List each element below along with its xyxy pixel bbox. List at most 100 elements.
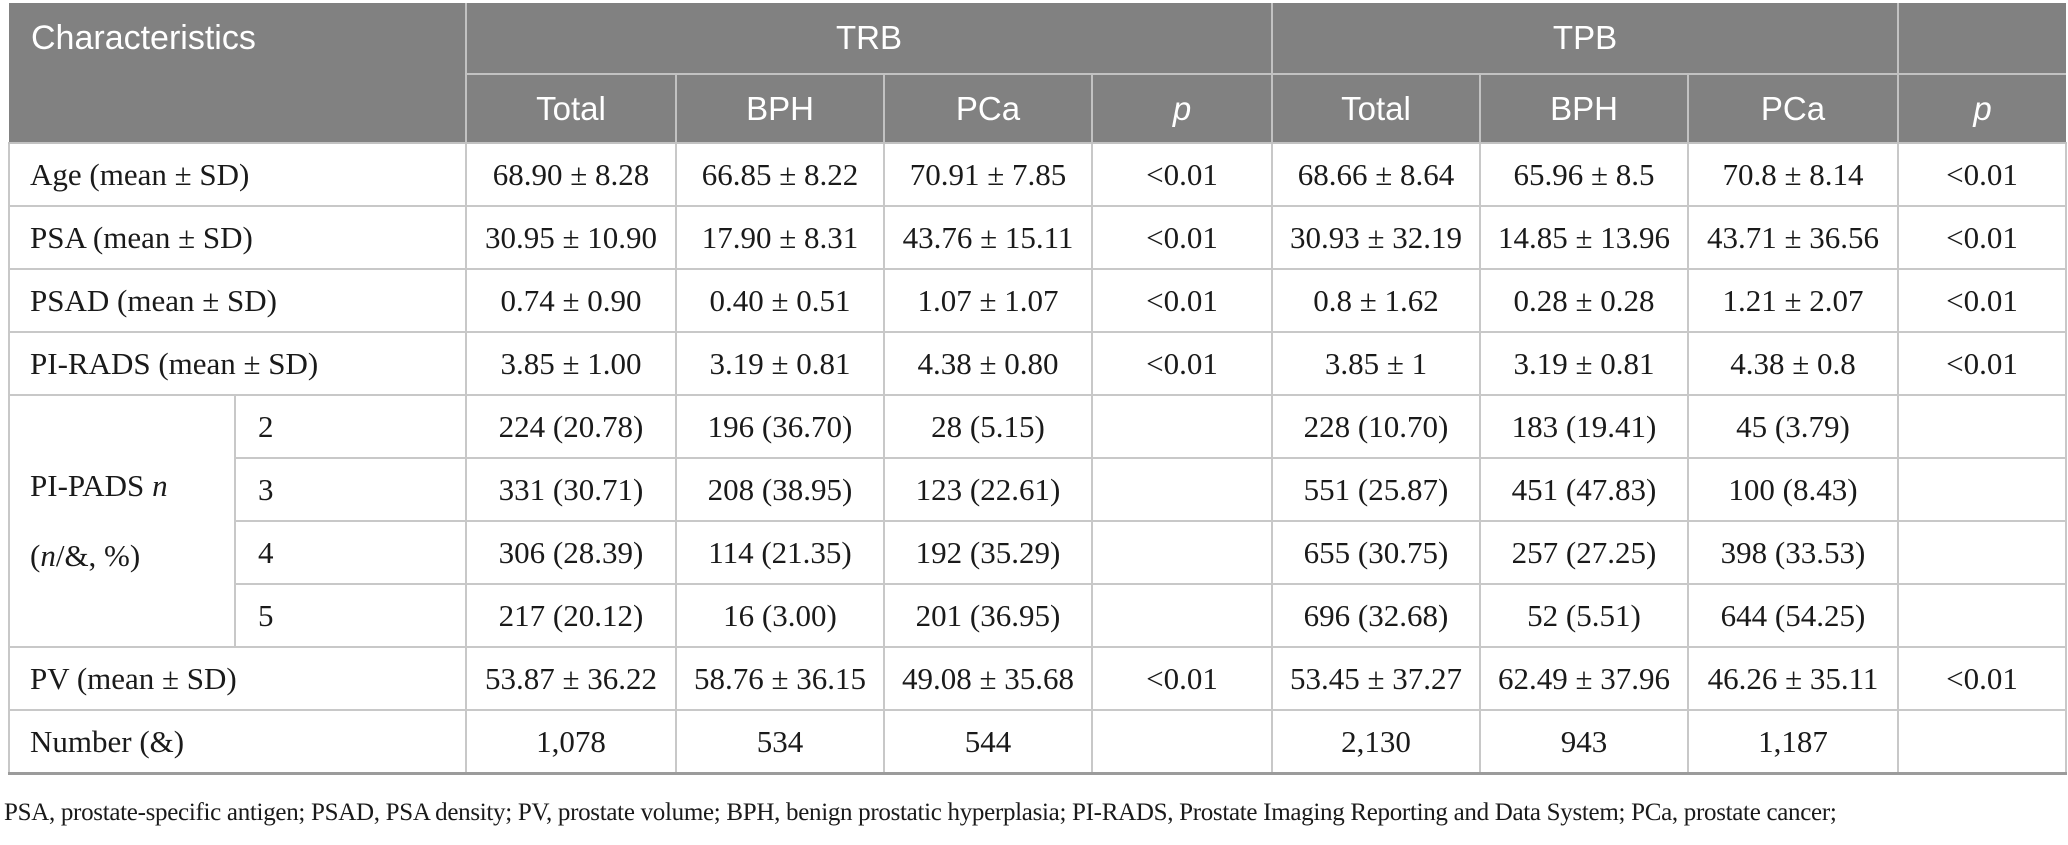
header-row-groups: Characteristics TRB TPB xyxy=(9,3,2066,144)
data-cell: 65.96 ± 8.5 xyxy=(1479,142,1689,207)
data-cell: <0.01 xyxy=(1897,646,2067,711)
pipads-label-line1: PI-PADS n xyxy=(30,468,168,503)
data-cell: 70.8 ± 8.14 xyxy=(1687,142,1899,207)
data-cell: 192 (35.29) xyxy=(883,520,1093,585)
data-cell: 1.21 ± 2.07 xyxy=(1687,268,1899,333)
data-cell xyxy=(1897,457,2067,522)
italic-n: n xyxy=(40,538,56,573)
data-cell: <0.01 xyxy=(1091,142,1273,207)
tpb-bph-column-header: BPH xyxy=(1479,73,1689,144)
data-cell: <0.01 xyxy=(1897,142,2067,207)
data-cell: 4.38 ± 0.80 xyxy=(883,331,1093,396)
data-cell: <0.01 xyxy=(1897,331,2067,396)
data-cell: 217 (20.12) xyxy=(465,583,677,648)
tpb-group-header: TPB xyxy=(1271,3,1899,75)
data-cell: 544 xyxy=(883,709,1093,775)
data-cell: 53.87 ± 36.22 xyxy=(465,646,677,711)
grade-label: 5 xyxy=(234,583,467,648)
data-cell: 196 (36.70) xyxy=(675,394,885,459)
data-cell: <0.01 xyxy=(1897,205,2067,270)
data-cell: <0.01 xyxy=(1091,268,1273,333)
row-label-number: Number (&) xyxy=(8,709,467,775)
data-cell xyxy=(1897,394,2067,459)
p-italic-label: p xyxy=(1172,89,1192,127)
data-cell: 2,130 xyxy=(1271,709,1481,775)
table-row-age: Age (mean ± SD) 68.90 ± 8.28 66.85 ± 8.2… xyxy=(8,142,2067,207)
table-row-pipads-5: 5 217 (20.12) 16 (3.00) 201 (36.95) 696 … xyxy=(9,583,2067,648)
data-cell: <0.01 xyxy=(1897,268,2067,333)
empty-group-header xyxy=(1897,3,2066,75)
table-footnote: PSA, prostate-specific antigen; PSAD, PS… xyxy=(4,791,2068,845)
table-row-number: Number (&) 1,078 534 544 2,130 943 1,187 xyxy=(8,709,2067,775)
data-cell xyxy=(1091,457,1273,522)
data-cell: 201 (36.95) xyxy=(883,583,1093,648)
data-cell xyxy=(1897,709,2067,775)
data-cell: 70.91 ± 7.85 xyxy=(883,142,1093,207)
trb-group-header: TRB xyxy=(465,3,1273,75)
data-cell: <0.01 xyxy=(1091,331,1273,396)
data-cell: 30.95 ± 10.90 xyxy=(465,205,677,270)
tpb-p-value-column-header: p xyxy=(1897,73,2066,144)
data-cell: 1.07 ± 1.07 xyxy=(883,268,1093,333)
data-cell: 46.26 ± 35.11 xyxy=(1687,646,1899,711)
data-cell: 0.74 ± 0.90 xyxy=(465,268,677,333)
grade-label: 4 xyxy=(234,520,467,585)
row-label-psad: PSAD (mean ± SD) xyxy=(8,268,467,333)
data-cell: 1,078 xyxy=(465,709,677,775)
data-cell: 68.66 ± 8.64 xyxy=(1271,142,1481,207)
row-label-pipads: PI-PADS n (n/&, %) xyxy=(8,394,236,648)
table-body: Age (mean ± SD) 68.90 ± 8.28 66.85 ± 8.2… xyxy=(8,142,2067,775)
table-footnote-line-1: PSA, prostate-specific antigen; PSAD, PS… xyxy=(4,799,1837,826)
data-cell: <0.01 xyxy=(1091,205,1273,270)
tpb-pca-column-header: PCa xyxy=(1687,73,1899,144)
italic-n: n xyxy=(152,468,168,503)
header-row-columns: Total BPH PCa p Total BPH PCa p xyxy=(9,73,2066,144)
data-cell: 66.85 ± 8.22 xyxy=(675,142,885,207)
table-row-pirads: PI-RADS (mean ± SD) 3.85 ± 1.00 3.19 ± 0… xyxy=(8,331,2067,396)
data-cell: 0.28 ± 0.28 xyxy=(1479,268,1689,333)
data-cell: 68.90 ± 8.28 xyxy=(465,142,677,207)
table-row-psa: PSA (mean ± SD) 30.95 ± 10.90 17.90 ± 8.… xyxy=(8,205,2067,270)
row-label-pirads: PI-RADS (mean ± SD) xyxy=(8,331,467,396)
data-cell: 1,187 xyxy=(1687,709,1899,775)
tpb-total-column-header: Total xyxy=(1271,73,1481,144)
data-cell xyxy=(1091,394,1273,459)
data-cell: 644 (54.25) xyxy=(1687,583,1899,648)
row-label-psa: PSA (mean ± SD) xyxy=(8,205,467,270)
data-cell: 14.85 ± 13.96 xyxy=(1479,205,1689,270)
data-cell: 208 (38.95) xyxy=(675,457,885,522)
table-row-pv: PV (mean ± SD) 53.87 ± 36.22 58.76 ± 36.… xyxy=(8,646,2067,711)
data-cell xyxy=(1091,709,1273,775)
row-label-age: Age (mean ± SD) xyxy=(8,142,467,207)
data-cell: 43.71 ± 36.56 xyxy=(1687,205,1899,270)
data-cell: 49.08 ± 35.68 xyxy=(883,646,1093,711)
data-cell xyxy=(1091,583,1273,648)
table-row-psad: PSAD (mean ± SD) 0.74 ± 0.90 0.40 ± 0.51… xyxy=(8,268,2067,333)
data-cell: 45 (3.79) xyxy=(1687,394,1899,459)
data-cell: 228 (10.70) xyxy=(1271,394,1481,459)
data-cell: 655 (30.75) xyxy=(1271,520,1481,585)
characteristics-header: Characteristics xyxy=(9,3,467,144)
table-header: Characteristics TRB TPB Total BPH PCa p … xyxy=(9,3,2066,144)
data-cell: 3.19 ± 0.81 xyxy=(1479,331,1689,396)
pipads-label-line2: (n/&, %) xyxy=(30,538,141,573)
grade-label: 2 xyxy=(234,394,467,459)
data-cell: 114 (21.35) xyxy=(675,520,885,585)
trb-total-column-header: Total xyxy=(465,73,677,144)
data-cell xyxy=(1897,520,2067,585)
data-cell: 451 (47.83) xyxy=(1479,457,1689,522)
data-cell: 28 (5.15) xyxy=(883,394,1093,459)
row-label-pv: PV (mean ± SD) xyxy=(8,646,467,711)
data-cell: 16 (3.00) xyxy=(675,583,885,648)
data-cell: 4.38 ± 0.8 xyxy=(1687,331,1899,396)
data-cell: 398 (33.53) xyxy=(1687,520,1899,585)
data-cell: 43.76 ± 15.11 xyxy=(883,205,1093,270)
data-cell xyxy=(1091,520,1273,585)
data-cell: <0.01 xyxy=(1091,646,1273,711)
grade-label: 3 xyxy=(234,457,467,522)
table-row-pipads-2: PI-PADS n (n/&, %) 2 224 (20.78) 196 (36… xyxy=(8,394,2067,648)
data-cell: 30.93 ± 32.19 xyxy=(1271,205,1481,270)
table-row-pipads-3: 3 331 (30.71) 208 (38.95) 123 (22.61) 55… xyxy=(9,457,2067,522)
data-cell xyxy=(1897,583,2067,648)
